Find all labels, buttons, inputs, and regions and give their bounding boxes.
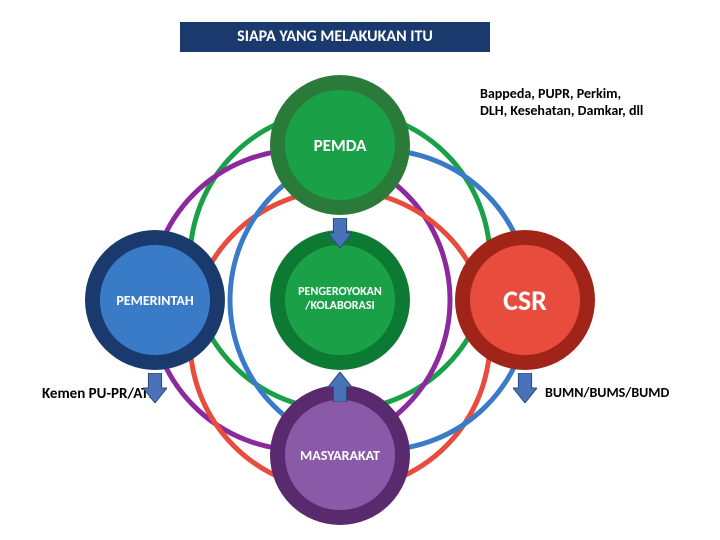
annotation-top-right: Bappeda, PUPR, Perkim, DLH, Kesehatan, D… xyxy=(480,85,643,119)
kolaborasi-label-2: /KOLABORASI xyxy=(305,299,374,313)
kolaborasi-label-1: PENGEROYOKAN xyxy=(298,285,382,299)
annotation-left: Kemen PU-PR/ATR xyxy=(42,385,157,403)
node-pemerintah: PEMERINTAH xyxy=(85,230,225,370)
title-text: SIAPA YANG MELAKUKAN ITU xyxy=(237,27,433,46)
annotation-right-text: BUMN/BUMS/BUMD xyxy=(545,384,669,401)
masyarakat-label: MASYARAKAT xyxy=(300,447,380,464)
node-kolaborasi: PENGEROYOKAN /KOLABORASI xyxy=(270,230,410,370)
node-csr: CSR xyxy=(455,230,595,370)
arrow-pemerintah-down xyxy=(143,373,167,403)
pemerintah-label: PEMERINTAH xyxy=(116,292,193,309)
annotation-top-right-line2: DLH, Kesehatan, Damkar, dll xyxy=(480,102,643,119)
arrow-pemda-down xyxy=(328,218,352,248)
annotation-top-right-line1: Bappeda, PUPR, Perkim, xyxy=(480,85,621,102)
annotation-left-text: Kemen PU-PR/ATR xyxy=(42,385,157,403)
csr-label: CSR xyxy=(503,283,547,318)
arrow-csr-down xyxy=(513,373,537,403)
node-masyarakat: MASYARAKAT xyxy=(270,385,410,525)
title-bar: SIAPA YANG MELAKUKAN ITU xyxy=(180,22,490,52)
node-pemda: PEMDA xyxy=(270,75,410,215)
pemda-label: PEMDA xyxy=(314,135,367,156)
annotation-right: BUMN/BUMS/BUMD xyxy=(545,384,669,401)
arrow-masyarakat-up xyxy=(328,372,352,402)
